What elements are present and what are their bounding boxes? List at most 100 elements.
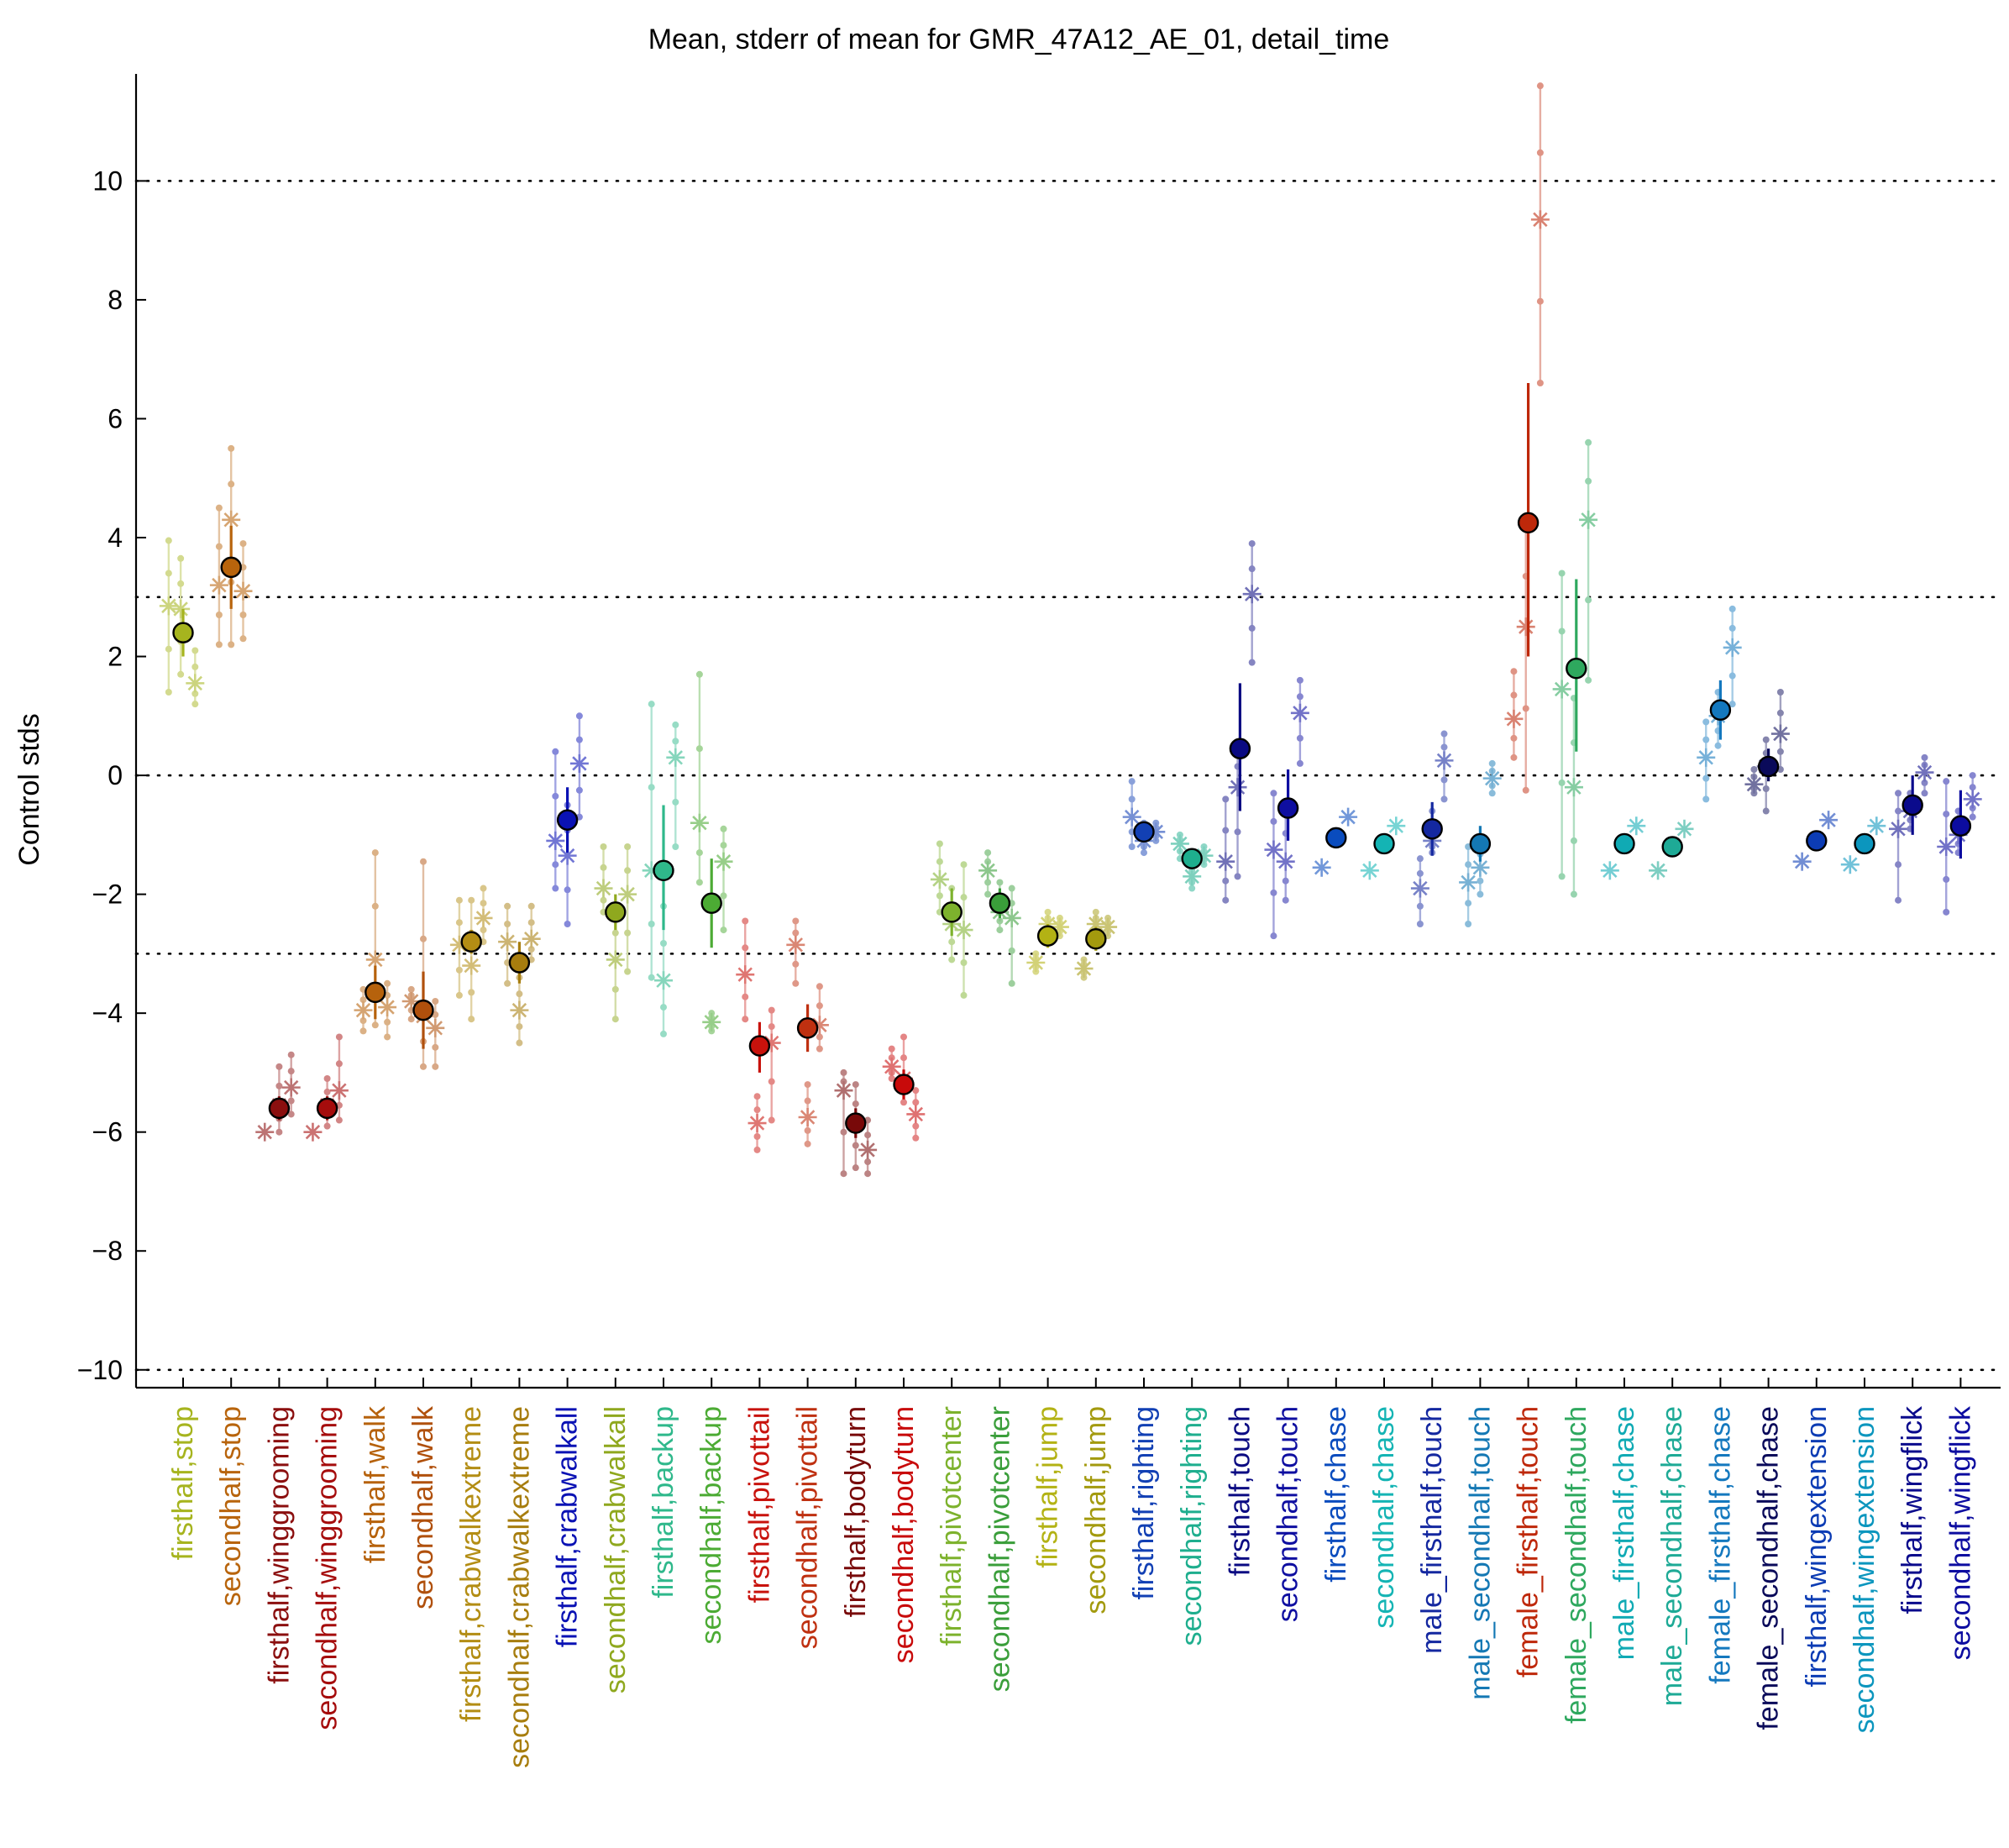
subject-dot: [1585, 676, 1592, 684]
subject-dot: [564, 886, 571, 894]
subject-asterisk: [1819, 811, 1839, 830]
subject-asterisk: [303, 1122, 323, 1142]
subject-dot: [323, 1088, 331, 1095]
subject-asterisk: [1410, 879, 1429, 898]
subject-dot: [516, 990, 523, 998]
subject-dot: [468, 1016, 475, 1023]
subject-dot: [1762, 807, 1770, 815]
asterisk-stroke: [908, 1106, 923, 1122]
subject-dot: [948, 938, 956, 946]
subject-dot: [407, 1016, 415, 1023]
subject-asterisk: [954, 921, 973, 940]
asterisk-stroke: [187, 675, 202, 691]
mean-marker: [748, 1035, 771, 1057]
subject-dot: [1585, 438, 1592, 446]
series-group: [1697, 605, 1742, 803]
mean-marker: [1854, 832, 1875, 855]
subject-dot: [1477, 877, 1484, 885]
subject-asterisk: [594, 879, 613, 898]
mean-marker: [556, 809, 579, 831]
subject-dot: [1895, 896, 1902, 904]
mean-marker: [941, 901, 963, 923]
subject-asterisk: [255, 1122, 275, 1142]
subject-dot: [1558, 627, 1566, 635]
subject-dot: [228, 480, 235, 488]
subject-dot: [1510, 668, 1518, 675]
asterisk-stroke: [1245, 586, 1260, 601]
subject-dot: [1282, 877, 1289, 885]
subject-dot: [552, 792, 559, 800]
subject-asterisk: [702, 1012, 721, 1032]
x-tick-label: secondhalf,stop: [215, 1406, 247, 1606]
series-group: [834, 1068, 878, 1178]
subject-asterisk: [1435, 751, 1454, 770]
mean-marker: [1373, 832, 1395, 855]
x-tick-label: female_firsthalf,touch: [1513, 1406, 1545, 1677]
subject-asterisk: [798, 1108, 817, 1126]
subject-dot: [960, 861, 968, 869]
subject-dot: [624, 843, 632, 850]
mean-marker: [1036, 925, 1059, 947]
subject-dot: [215, 641, 223, 648]
mean-marker: [1517, 512, 1540, 534]
x-tick-label: firsthalf,pivottail: [743, 1406, 775, 1603]
series-group: [1744, 689, 1790, 815]
mean-marker: [508, 952, 531, 974]
subject-asterisk: [1026, 953, 1046, 972]
series-group: [736, 917, 781, 1153]
asterisk-stroke: [1794, 853, 1810, 869]
subject-dot: [1943, 778, 1950, 785]
mean-marker: [1566, 657, 1587, 680]
subject-dot: [165, 645, 172, 653]
subject-dot: [1969, 772, 1976, 780]
y-tick-label: 0: [108, 760, 123, 790]
subject-dot: [648, 921, 655, 927]
subject-asterisk: [1482, 769, 1502, 788]
y-tick-label: 2: [108, 642, 123, 672]
asterisk-stroke: [1602, 863, 1618, 879]
subject-asterisk: [1264, 840, 1283, 859]
asterisk-stroke: [559, 848, 575, 864]
subject-dot: [1248, 540, 1256, 548]
subject-dot: [371, 902, 379, 910]
subject-dot: [215, 504, 223, 512]
mean-marker: [268, 1097, 291, 1120]
asterisk-stroke: [1965, 791, 1980, 807]
subject-dot: [1728, 672, 1736, 680]
x-tick-label: firsthalf,walk: [359, 1405, 391, 1563]
subject-dot: [600, 896, 607, 904]
asterisk-stroke: [511, 1002, 527, 1018]
subject-dot: [1128, 778, 1136, 785]
asterisk-stroke: [656, 973, 671, 988]
series-group: [978, 849, 1021, 987]
subject-dot: [742, 944, 749, 952]
x-tick-label: secondhalf,walk: [407, 1405, 439, 1609]
subject-asterisk: [1276, 852, 1295, 871]
subject-dot: [852, 1164, 859, 1172]
asterisk-stroke: [1773, 726, 1788, 742]
subject-asterisk: [978, 861, 998, 880]
subject-asterisk: [1339, 807, 1358, 827]
subject-dot: [753, 1093, 761, 1100]
x-tick-label: male_secondhalf,chase: [1656, 1406, 1688, 1706]
subject-dot: [1465, 900, 1472, 907]
subject-dot: [792, 929, 800, 937]
asterisk-stroke: [1004, 911, 1020, 926]
y-tick-label: −2: [92, 879, 123, 910]
y-tick-label: 4: [108, 522, 123, 553]
subject-dot: [1248, 659, 1256, 666]
subject-dot: [1728, 701, 1736, 708]
subject-dot: [792, 960, 800, 968]
subject-asterisk: [1649, 861, 1668, 880]
series-group: [303, 1033, 349, 1142]
subject-asterisk: [1099, 917, 1118, 937]
subject-dot: [660, 1004, 667, 1011]
subject-dot: [575, 786, 583, 794]
subject-dot: [371, 1021, 379, 1029]
subject-dot: [335, 1033, 343, 1041]
series-group: [1552, 438, 1598, 898]
subject-dot: [1440, 730, 1448, 738]
subject-dot: [1522, 705, 1529, 712]
series-group: [401, 858, 445, 1070]
subject-dot: [432, 1011, 439, 1018]
